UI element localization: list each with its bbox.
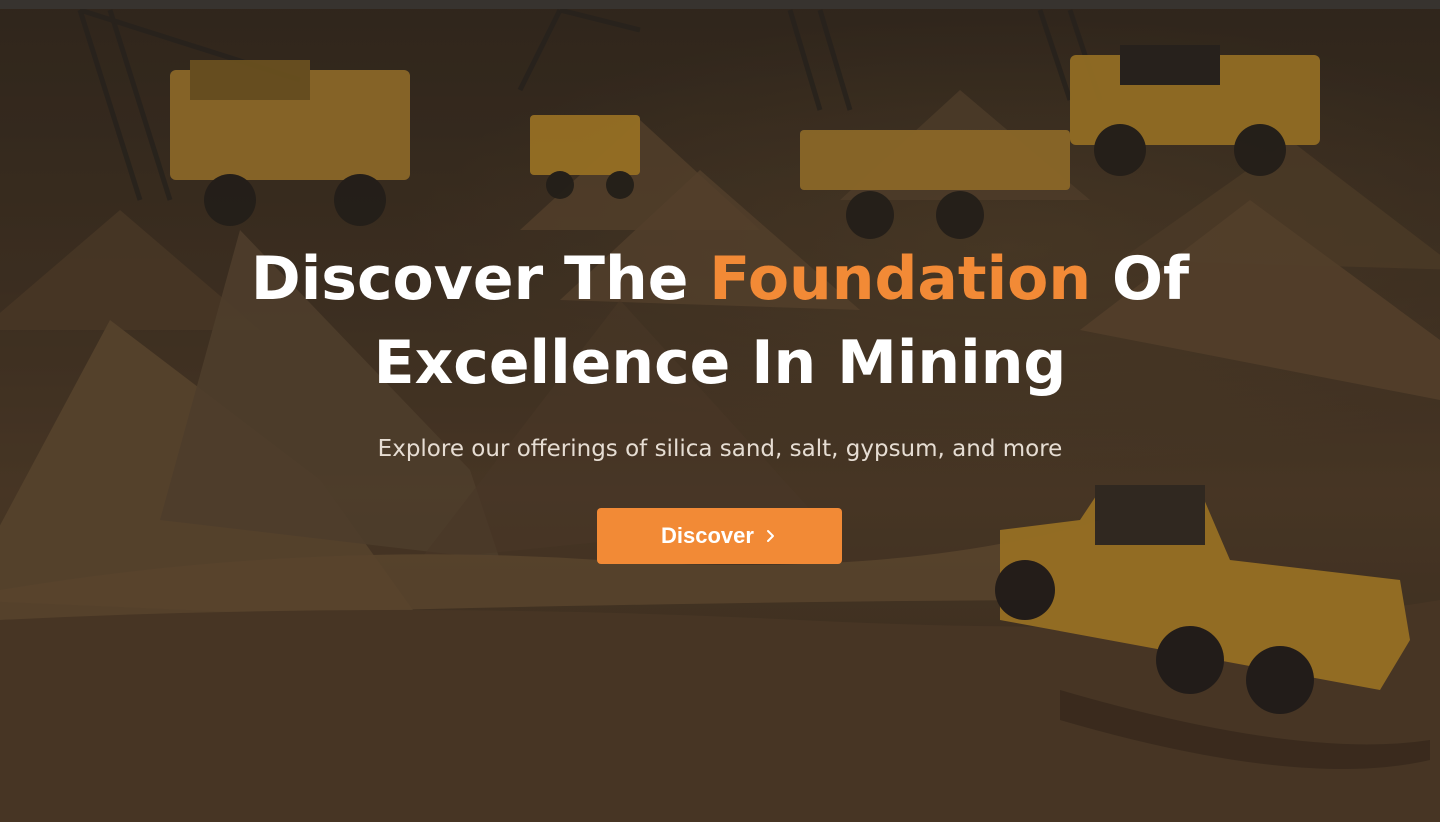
headline-second-line: Excellence In Mining — [373, 328, 1067, 398]
discover-button[interactable]: Discover — [597, 508, 842, 564]
top-bar — [0, 0, 1440, 9]
hero-headline: Discover The Foundation Of Excellence In… — [0, 237, 1440, 405]
headline-text-end: Of — [1091, 244, 1190, 314]
chevron-right-icon — [766, 530, 774, 542]
hero-subtitle: Explore our offerings of silica sand, sa… — [377, 436, 1063, 462]
headline-accent-word: Foundation — [709, 244, 1092, 314]
discover-button-label: Discover — [661, 523, 754, 548]
headline-text-start: Discover The — [250, 244, 710, 314]
